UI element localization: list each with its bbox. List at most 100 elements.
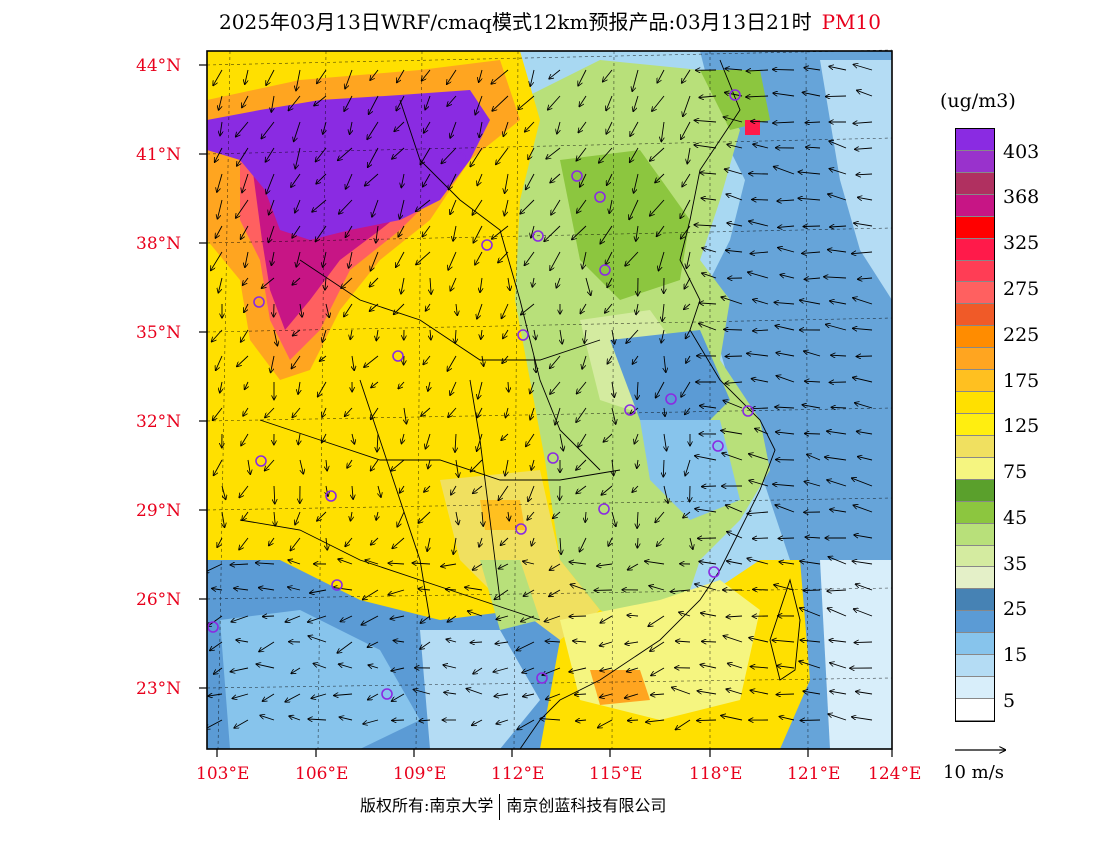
wind-arrow: [495, 642, 509, 644]
wind-arrow: [826, 96, 847, 97]
wind-arrow: [569, 616, 587, 617]
wind-arrow: [749, 221, 769, 227]
wind-arrow: [804, 590, 821, 591]
wind-arrow: [298, 433, 300, 444]
wind-arrow: [578, 121, 587, 132]
wind-arrow: [239, 537, 249, 550]
wind-arrow: [259, 588, 275, 590]
wind-arrow: [550, 563, 561, 570]
wind-arrow: [531, 225, 534, 238]
wind-arrow: [579, 95, 587, 106]
wind-arrow: [651, 667, 665, 676]
wind-arrow: [496, 719, 509, 724]
wind-arrow: [418, 589, 431, 590]
wind-arrow: [262, 277, 275, 288]
wind-arrow: [690, 537, 693, 549]
wind-arrow: [826, 325, 847, 331]
wind-arrow: [753, 538, 769, 539]
wind-arrow: [217, 173, 223, 192]
wind-arrow: [606, 95, 613, 110]
wind-arrow: [751, 667, 769, 669]
wind-arrow: [645, 561, 665, 564]
wind-arrow: [526, 433, 535, 446]
lat-label-32: 32°N: [136, 412, 182, 432]
wind-arrow: [695, 509, 717, 513]
wind-arrow: [446, 639, 457, 642]
wind-arrow: [725, 382, 743, 383]
wind-arrow: [724, 117, 743, 123]
wind-arrow: [748, 272, 769, 279]
wind-arrow: [444, 692, 457, 694]
wind-arrow: [687, 147, 690, 164]
wind-arrow: [800, 608, 821, 617]
wind-arrow: [492, 95, 509, 111]
wind-arrow: [265, 407, 275, 418]
wind-arrow: [289, 716, 301, 721]
wind-arrow: [521, 303, 535, 315]
wind-arrow: [697, 720, 717, 721]
wind-arrow: [607, 173, 613, 185]
wind-arrow: [858, 278, 873, 279]
wind-arrow: [397, 69, 405, 82]
wind-arrow: [695, 120, 717, 122]
wind-arrow: [398, 225, 405, 237]
wind-arrow: [680, 199, 691, 218]
wind-arrow: [471, 642, 483, 643]
wind-arrow: [773, 484, 795, 486]
wind-arrow: [853, 561, 873, 565]
wind-arrow: [349, 251, 353, 268]
wind-arrow: [271, 95, 274, 112]
wind-arrow: [805, 482, 821, 487]
wind-arrow: [269, 225, 275, 242]
wind-arrow: [263, 616, 275, 617]
wind-arrow: [798, 198, 821, 200]
wind-arrow: [468, 611, 483, 617]
wind-arrow: [600, 668, 613, 671]
wind-arrow: [322, 433, 327, 442]
wind-arrow: [448, 615, 457, 622]
wind-arrow: [684, 303, 691, 309]
wind-arrow: [652, 95, 665, 111]
wind-arrow: [777, 666, 795, 668]
wind-arrow: [352, 355, 354, 370]
lat-label-26: 26°N: [136, 590, 182, 610]
wind-arrow: [479, 121, 482, 137]
wind-arrow: [269, 537, 275, 546]
wind-arrow: [501, 537, 509, 545]
wind-arrow: [549, 589, 561, 596]
wind-arrow: [428, 381, 430, 391]
wind-arrow: [637, 511, 638, 528]
wind-arrow: [365, 173, 379, 186]
wind-arrow: [260, 715, 275, 721]
wind-arrow: [577, 199, 587, 213]
legend-label-325: 325: [1003, 232, 1040, 254]
wind-arrow: [576, 147, 587, 161]
wind-arrow: [773, 69, 795, 70]
wind-arrow: [456, 459, 459, 477]
wind-arrow: [341, 277, 353, 288]
wind-arrow: [334, 694, 353, 696]
wind-arrow: [234, 588, 249, 590]
wind-arrow: [853, 378, 873, 383]
wind-arrow: [285, 693, 301, 702]
wind-arrow: [727, 561, 743, 564]
wind-arrow: [428, 459, 430, 468]
wind-arrow: [773, 122, 795, 123]
wind-arrow: [802, 405, 821, 409]
wind-arrow: [323, 121, 326, 134]
wind-arrow: [780, 717, 795, 721]
wind-arrow: [630, 147, 639, 162]
wind-arrow: [661, 329, 664, 343]
wind-arrow: [477, 173, 483, 185]
wind-arrow: [214, 667, 223, 674]
wind-arrow: [800, 300, 821, 305]
wind-arrow: [828, 714, 847, 721]
wind-arrow: [208, 694, 223, 696]
wind-arrow: [266, 69, 275, 85]
wind-arrow: [778, 248, 795, 253]
wind-arrow: [830, 663, 847, 669]
wind-arrow: [453, 537, 456, 554]
wind-arrow: [699, 562, 717, 565]
wind-arrow: [401, 277, 404, 294]
